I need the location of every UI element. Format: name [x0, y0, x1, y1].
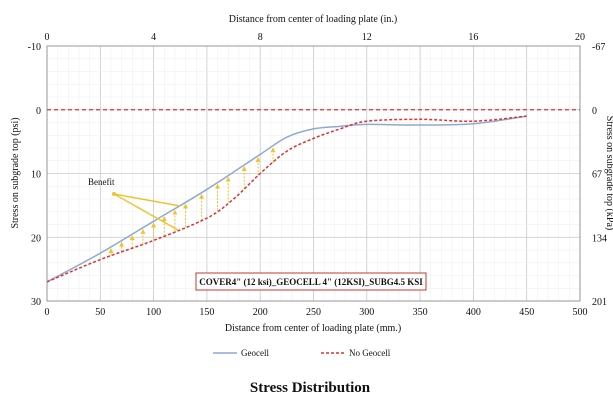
y-tick-label: 30	[31, 297, 41, 308]
y2-axis-title: Stress on subgrade top (kPa)	[604, 116, 613, 230]
x-tick-label: 50	[95, 307, 105, 318]
y-axis-title: Stress on subgrade top (psi)	[10, 117, 21, 228]
series-line-no-geocell	[46, 115, 527, 283]
x-tick-label: 150	[199, 307, 214, 318]
x2-tick-label: 0	[45, 32, 50, 43]
x2-tick-label: 20	[575, 32, 585, 43]
series-line-geocell	[46, 115, 527, 283]
x-tick-label: 200	[253, 307, 268, 318]
x2-tick-label: 4	[151, 32, 156, 43]
y-tick-label: 10	[31, 170, 41, 181]
x2-axis-title: Distance from center of loading plate (i…	[229, 14, 398, 25]
benefit-arrows	[108, 147, 276, 256]
annotation-box-text: COVER4" (12 ksi)_GEOCELL 4" (12KSI)_SUBG…	[199, 277, 423, 287]
grid	[46, 45, 581, 302]
x2-tick-label: 12	[362, 32, 372, 43]
y2-tick-label: 67	[592, 170, 602, 181]
x-tick-label: 350	[413, 307, 428, 318]
annotation-box: COVER4" (12 ksi)_GEOCELL 4" (12KSI)_SUBG…	[195, 272, 427, 291]
y2-tick-label: 0	[592, 106, 597, 117]
x2-tick-label: 16	[468, 32, 478, 43]
y2-tick-label: 201	[592, 297, 607, 308]
x2-tick-label: 8	[258, 32, 263, 43]
benefit-pointer-origin	[112, 192, 116, 196]
chart-title: Stress Distribution	[250, 380, 371, 396]
x-tick-label: 400	[466, 307, 481, 318]
y2-tick-label: -67	[592, 42, 605, 53]
x-tick-label: 100	[146, 307, 161, 318]
y-tick-label: 20	[31, 233, 41, 244]
x-tick-label: 500	[573, 307, 588, 318]
x-tick-label: 0	[45, 307, 50, 318]
benefit-pointer-2	[113, 193, 179, 231]
x-tick-label: 300	[359, 307, 374, 318]
legend-label-no-geocell: No Geocell	[349, 348, 391, 358]
y-tick-label: 0	[36, 106, 41, 117]
legend-label-geocell: Geocell	[241, 348, 269, 358]
legend: Geocell No Geocell	[213, 348, 391, 358]
plot-frame	[46, 45, 581, 302]
x-axis-title: Distance from center of loading plate (m…	[225, 323, 401, 334]
x-tick-label: 250	[306, 307, 321, 318]
benefit-label: Benefit	[88, 177, 115, 187]
benefit-annotation: Benefit	[88, 177, 181, 231]
y2-tick-label: 134	[592, 233, 607, 244]
y-tick-label: -10	[28, 42, 41, 53]
x-tick-label: 450	[519, 307, 534, 318]
series-lines	[46, 115, 527, 283]
benefit-pointer-1	[113, 193, 181, 207]
